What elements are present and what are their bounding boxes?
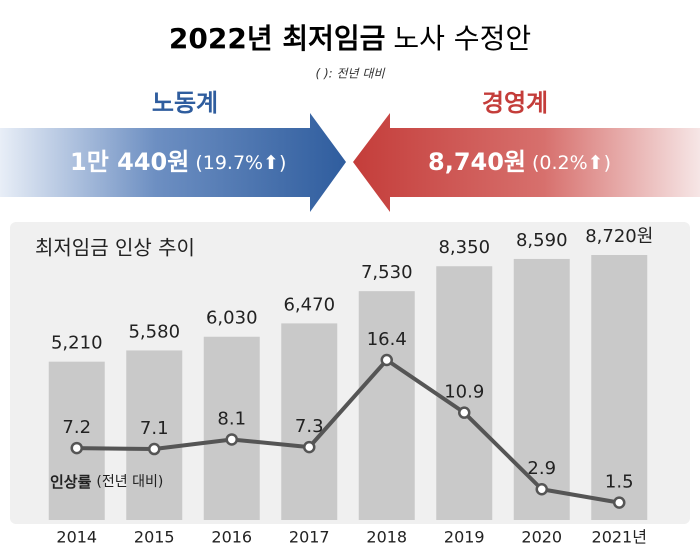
bar-value-label: 8,350: [438, 237, 490, 258]
x-tick-label: 2020: [521, 528, 562, 547]
management-amount: 8,740원: [428, 148, 526, 176]
rate-label: 1.5: [605, 472, 634, 493]
x-tick-label: 2021년: [592, 528, 647, 547]
rate-label: 16.4: [367, 329, 407, 350]
title-light: 노사 수정안: [393, 22, 531, 55]
title: 2022년 최저임금 노사 수정안: [169, 22, 531, 55]
labor-label: 노동계: [152, 89, 218, 117]
rate-label: 10.9: [444, 382, 484, 403]
rate-label: 8.1: [217, 408, 246, 429]
rate-line: [76, 358, 620, 505]
title-bold: 2022년 최저임금: [169, 22, 385, 55]
rate-marker: [148, 442, 161, 456]
bar-value-label: 5,210: [51, 333, 103, 354]
rate-marker: [225, 433, 238, 446]
line-label: 인상률 (전년 대비): [50, 473, 163, 491]
rate-marker: [613, 496, 626, 509]
labor-amount: 1만 440원: [70, 148, 189, 176]
bar: [281, 323, 338, 520]
x-tick-label: 2019: [444, 528, 485, 547]
bar-value-label: 7,530: [361, 262, 413, 283]
rate-marker: [458, 406, 471, 419]
rate-marker: [303, 440, 316, 454]
chart-title: 최저임금 인상 추이: [35, 236, 195, 260]
bar-value-label: 8,590: [516, 230, 568, 251]
management-proposal: 8,740원 (0.2%⬆): [428, 148, 611, 176]
x-tick-label: 2014: [56, 528, 97, 547]
x-tick-label: 2017: [289, 528, 330, 547]
x-tick-label: 2015: [134, 528, 175, 547]
rate-label: 2.9: [527, 458, 556, 479]
management-label: 경영계: [482, 89, 548, 117]
note: ( ): 전년 대비: [315, 67, 385, 81]
line-label-note: (전년 대비): [96, 474, 163, 490]
rate-label: 7.1: [140, 418, 169, 439]
bar-value-label: 5,580: [128, 321, 180, 342]
rate-label: 7.3: [295, 416, 324, 437]
rate-label: 7.2: [62, 417, 91, 438]
bar: [358, 291, 415, 520]
bar-value-label: 8,720원: [585, 226, 653, 247]
line-label-main: 인상률: [50, 473, 92, 491]
bar: [126, 350, 183, 520]
management-arrow: [353, 113, 700, 212]
rate-marker: [535, 482, 548, 496]
labor-proposal: 1만 440원 (19.7%⬆): [70, 148, 286, 176]
bar-value-label: 6,030: [206, 308, 258, 329]
x-tick-label: 2016: [211, 528, 252, 547]
bar-value-label: 6,470: [283, 294, 335, 315]
bar: [203, 336, 260, 520]
management-rate: (0.2%⬆): [532, 152, 611, 174]
rate-marker: [380, 353, 393, 367]
rate-marker: [70, 441, 83, 455]
x-tick-label: 2018: [366, 528, 407, 547]
labor-rate: (19.7%⬆): [195, 152, 286, 174]
labor-arrow: [0, 113, 346, 212]
bar: [513, 258, 570, 520]
bar: [48, 361, 105, 520]
bar: [591, 255, 648, 520]
plot: 5,210 5,580 6,030 6,470 7,530 8,350 8,590 8,720…: [48, 226, 653, 520]
bar: [436, 266, 493, 520]
